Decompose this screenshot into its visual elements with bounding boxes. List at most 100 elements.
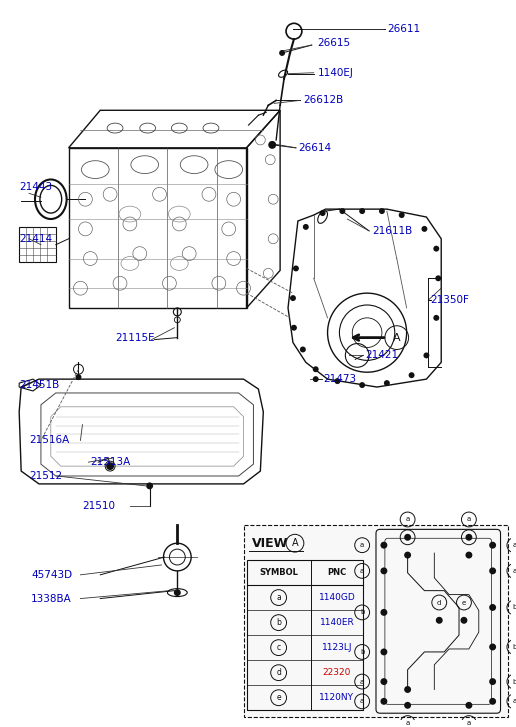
- Text: a: a: [467, 516, 471, 523]
- Text: 1338BA: 1338BA: [31, 593, 72, 603]
- Circle shape: [290, 295, 296, 301]
- Text: b: b: [360, 649, 364, 655]
- Text: 26611: 26611: [387, 24, 420, 34]
- Text: VIEW: VIEW: [251, 537, 288, 550]
- Text: 21414: 21414: [19, 234, 52, 244]
- Circle shape: [489, 678, 496, 685]
- Text: 1140ER: 1140ER: [319, 618, 354, 627]
- Circle shape: [334, 378, 341, 384]
- Text: a: a: [512, 699, 516, 704]
- Text: a: a: [406, 720, 410, 726]
- Text: c: c: [467, 534, 471, 540]
- Text: b: b: [512, 604, 516, 611]
- Text: 21421: 21421: [365, 350, 398, 361]
- Circle shape: [380, 678, 388, 685]
- Circle shape: [433, 246, 439, 252]
- Circle shape: [460, 616, 467, 624]
- Circle shape: [433, 315, 439, 321]
- Text: b: b: [512, 644, 516, 650]
- Circle shape: [291, 325, 297, 331]
- Text: 21510: 21510: [83, 501, 116, 510]
- Text: c: c: [277, 643, 281, 652]
- Text: 21443: 21443: [19, 182, 52, 193]
- Text: b: b: [512, 678, 516, 685]
- Text: c: c: [406, 534, 410, 540]
- Circle shape: [279, 50, 285, 56]
- Circle shape: [359, 208, 365, 214]
- Circle shape: [379, 208, 385, 214]
- Text: A: A: [393, 333, 400, 342]
- Text: e: e: [462, 600, 466, 606]
- Text: 21451B: 21451B: [19, 380, 59, 390]
- Text: 21350F: 21350F: [430, 295, 469, 305]
- Circle shape: [422, 226, 427, 232]
- Circle shape: [436, 616, 443, 624]
- Circle shape: [146, 483, 153, 489]
- Circle shape: [380, 567, 388, 574]
- Circle shape: [489, 542, 496, 549]
- Circle shape: [106, 462, 114, 470]
- Circle shape: [404, 552, 411, 558]
- Text: 21611B: 21611B: [372, 226, 412, 236]
- Text: 21512: 21512: [29, 471, 62, 481]
- Circle shape: [293, 265, 299, 271]
- Text: 1140GD: 1140GD: [318, 593, 356, 602]
- Circle shape: [409, 372, 414, 378]
- Circle shape: [399, 212, 405, 218]
- Text: a: a: [512, 542, 516, 548]
- Circle shape: [319, 210, 326, 216]
- Text: 45743D: 45743D: [31, 570, 72, 580]
- Text: 21473: 21473: [324, 374, 357, 384]
- Text: a: a: [467, 720, 471, 726]
- Text: 26615: 26615: [318, 38, 351, 48]
- Circle shape: [380, 648, 388, 655]
- Text: PNC: PNC: [327, 568, 347, 577]
- Circle shape: [359, 382, 365, 388]
- Circle shape: [465, 552, 472, 558]
- Text: A: A: [292, 538, 298, 548]
- Circle shape: [404, 534, 411, 541]
- Text: a: a: [360, 568, 364, 574]
- Circle shape: [174, 589, 181, 596]
- Text: b: b: [360, 609, 364, 615]
- Text: 21115E: 21115E: [115, 333, 155, 342]
- Circle shape: [489, 643, 496, 651]
- Text: 1120NY: 1120NY: [319, 694, 354, 702]
- Text: SYMBOL: SYMBOL: [259, 568, 298, 577]
- Text: 21513A: 21513A: [90, 457, 131, 467]
- Circle shape: [404, 686, 411, 693]
- Text: a: a: [406, 516, 410, 523]
- Circle shape: [380, 609, 388, 616]
- Circle shape: [465, 534, 472, 541]
- Circle shape: [75, 374, 82, 380]
- Text: a: a: [512, 568, 516, 574]
- Circle shape: [489, 698, 496, 704]
- Circle shape: [268, 141, 276, 149]
- Text: a: a: [360, 542, 364, 548]
- Circle shape: [380, 698, 388, 704]
- Text: b: b: [276, 618, 281, 627]
- Circle shape: [489, 567, 496, 574]
- Circle shape: [380, 542, 388, 549]
- FancyBboxPatch shape: [244, 526, 508, 717]
- Text: e: e: [277, 694, 281, 702]
- Circle shape: [489, 604, 496, 611]
- Text: 21516A: 21516A: [29, 435, 69, 446]
- Text: d: d: [437, 600, 441, 606]
- Circle shape: [303, 224, 309, 230]
- Text: 22320: 22320: [323, 668, 351, 677]
- Circle shape: [340, 208, 345, 214]
- Text: 1140EJ: 1140EJ: [318, 68, 353, 78]
- Circle shape: [436, 276, 441, 281]
- Circle shape: [313, 366, 319, 372]
- Text: 26612B: 26612B: [303, 95, 343, 105]
- Text: 26614: 26614: [298, 142, 331, 153]
- Text: d: d: [276, 668, 281, 677]
- Circle shape: [384, 380, 390, 386]
- Circle shape: [404, 702, 411, 709]
- Text: 1123LJ: 1123LJ: [321, 643, 352, 652]
- Circle shape: [300, 347, 306, 353]
- Circle shape: [424, 353, 429, 358]
- Text: a: a: [276, 593, 281, 602]
- Text: a: a: [360, 678, 364, 685]
